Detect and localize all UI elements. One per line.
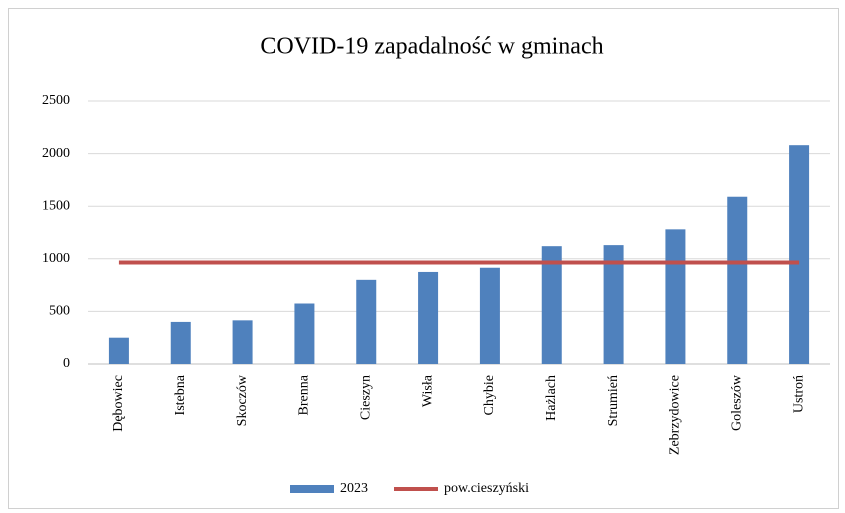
x-tick-label: Zebrzydowice (668, 375, 683, 455)
x-tick-label: Istebna (173, 374, 188, 415)
bar (727, 196, 748, 364)
x-tick-label: Cieszyn (358, 375, 373, 420)
x-tick-label: Goleszów (729, 374, 744, 431)
legend-swatch (290, 485, 334, 493)
chart-title: COVID-19 zapadalność w gminach (260, 34, 603, 60)
y-tick-label: 2000 (42, 146, 70, 161)
x-tick-label: Dębowiec (111, 375, 126, 432)
y-tick-label: 1000 (42, 251, 70, 266)
x-tick-label: Hażlach (544, 375, 559, 421)
x-tick-label: Strumień (606, 375, 621, 426)
bar (108, 337, 129, 364)
y-tick-label: 1500 (42, 198, 70, 213)
x-tick-label: Brenna (297, 374, 312, 415)
y-tick-label: 2500 (42, 93, 70, 108)
legend-label: 2023 (340, 481, 368, 496)
bar (665, 229, 686, 364)
y-tick-label: 0 (63, 356, 70, 371)
legend-label: pow.cieszyński (444, 481, 529, 496)
x-tick-label: Ustroń (791, 375, 806, 413)
bar (418, 271, 439, 364)
x-tick-label: Skoczów (235, 374, 250, 426)
y-tick-label: 500 (49, 304, 70, 319)
bar (603, 245, 624, 364)
bar (541, 246, 562, 364)
bar (232, 320, 253, 364)
x-tick-label: Chybie (482, 375, 497, 415)
bar (294, 303, 315, 364)
bar (479, 267, 500, 364)
x-tick-label: Wisła (420, 374, 435, 407)
bar (356, 279, 377, 364)
bar (170, 321, 191, 364)
bar (789, 145, 810, 364)
